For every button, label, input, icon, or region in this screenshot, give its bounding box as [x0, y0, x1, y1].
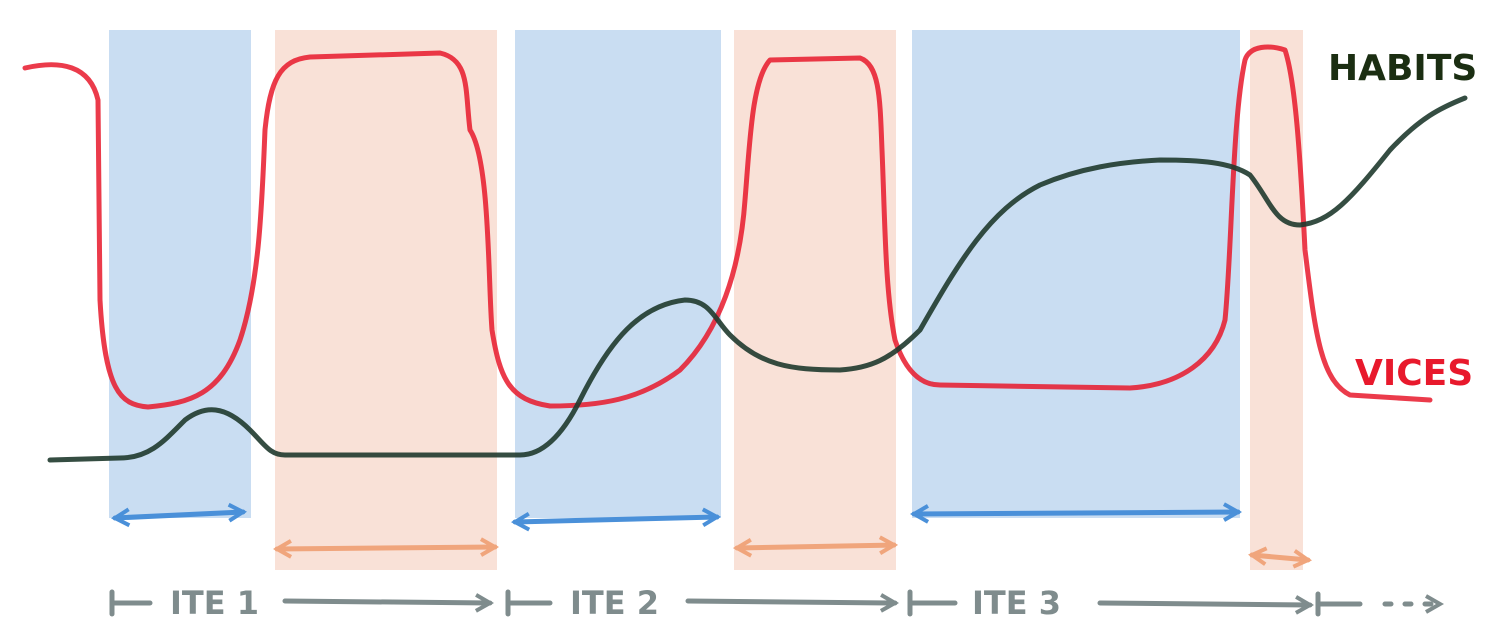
vice-arrow — [272, 537, 500, 559]
vices-label: VICES — [1355, 353, 1473, 394]
vice-band — [275, 30, 497, 570]
iteration-label: ITE 2 — [570, 584, 659, 622]
habit-band — [912, 30, 1240, 518]
habit-arrow — [909, 502, 1243, 524]
vice-arrow — [732, 535, 899, 558]
habit-band — [515, 30, 721, 518]
iteration-label: ITE 1 — [170, 584, 259, 622]
vice-band — [734, 30, 896, 570]
iteration-label: ITE 3 — [972, 584, 1061, 622]
span-arrows — [110, 502, 1313, 569]
bands — [109, 30, 1303, 570]
segment — [282, 593, 495, 613]
habits-label: HABITS — [1328, 48, 1477, 89]
segment — [1097, 595, 1315, 615]
vice-arrow — [1247, 546, 1313, 569]
habit-arrow — [510, 507, 722, 532]
habit-band — [109, 30, 251, 518]
habit-arrow — [110, 502, 248, 528]
segment — [685, 593, 900, 613]
vices-curve — [22, 44, 1433, 410]
habits-curve — [47, 95, 1468, 463]
timeline — [109, 589, 1445, 617]
